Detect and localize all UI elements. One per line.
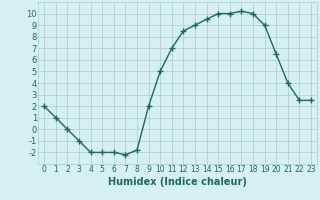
X-axis label: Humidex (Indice chaleur): Humidex (Indice chaleur) bbox=[108, 177, 247, 187]
